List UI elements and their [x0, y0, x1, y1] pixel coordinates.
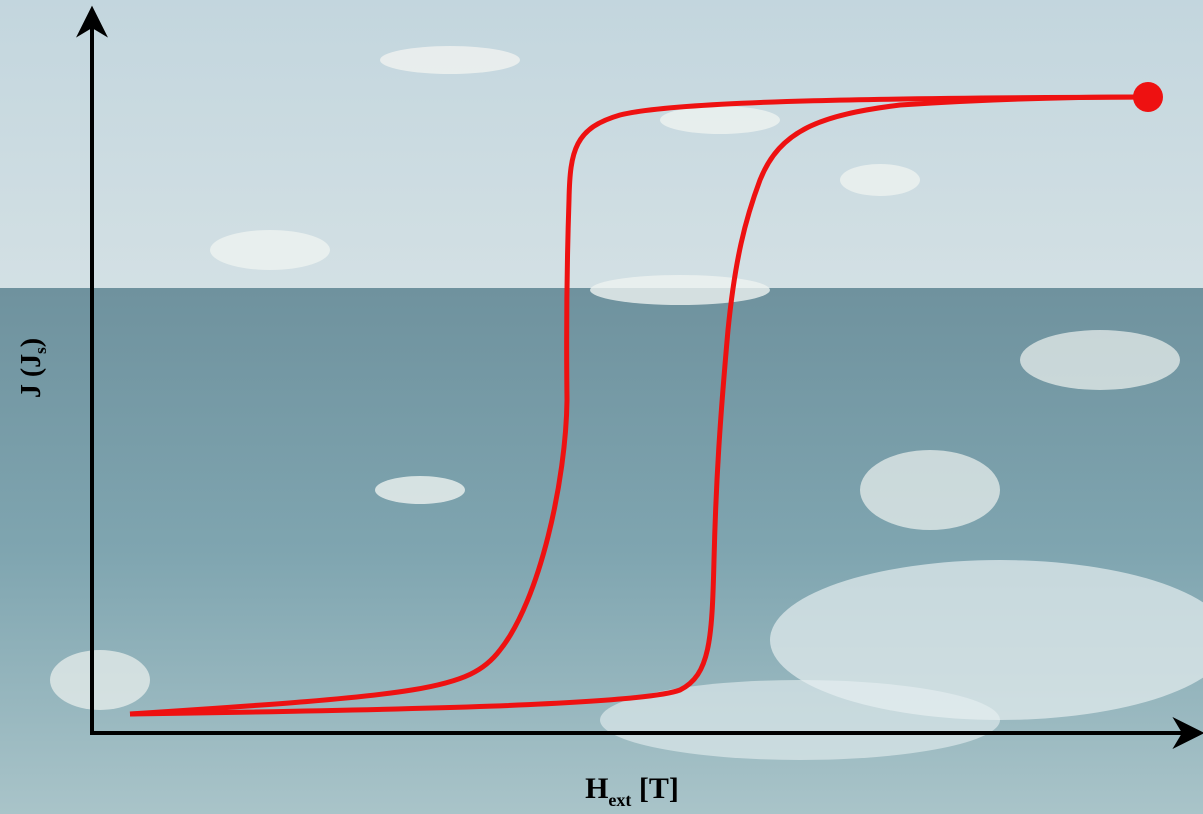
slide: J (Js) Hext [T] — [0, 0, 1203, 814]
y-label-end: ) — [16, 338, 47, 347]
page: J (Js) Hext [T] (() => { const data = JS… — [0, 0, 1203, 814]
x-label-sub: ext — [608, 790, 631, 810]
y-label-main: J (J — [16, 354, 47, 398]
x-label-main: H — [585, 772, 608, 805]
saturation-point — [1133, 82, 1163, 112]
x-axis-label: Hext [T] — [585, 772, 679, 810]
y-axis-label: J (Js) — [16, 338, 50, 398]
x-label-end: [T] — [631, 772, 679, 805]
